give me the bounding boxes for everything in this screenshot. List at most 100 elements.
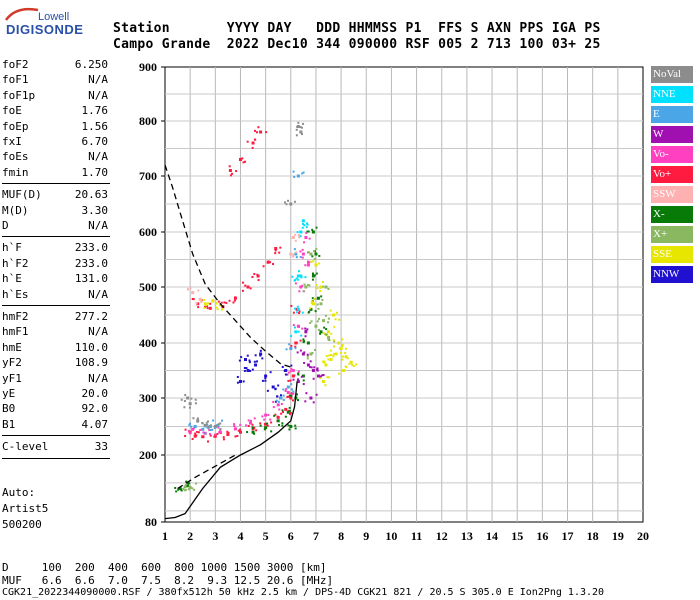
echo-point-e [193,425,197,428]
echo-point-nnw [240,380,243,383]
echo-point-nne [290,335,293,338]
echo-point-nne [291,275,294,278]
echo-point-e [282,394,285,397]
echo-point-e [290,383,293,386]
echo-point-vo- [241,157,244,160]
echo-point-vo- [297,325,300,328]
echo-point-vo- [253,426,256,429]
echo-point-vo- [270,421,273,424]
echo-point-x- [319,302,323,306]
echo-point-nne [304,276,307,279]
echo-point-nnw [253,360,256,363]
echo-point-x- [316,297,319,300]
x-tick-label: 18 [587,529,599,543]
legend-item-sse: SSE [651,246,693,263]
echo-point-x- [193,488,196,491]
echo-point-sse [341,343,344,346]
parameter-value: 3.30 [81,203,109,217]
echo-point-x- [321,319,325,323]
echo-point-nnw [281,365,284,368]
echo-point-sse [338,318,341,321]
echo-point-vo- [218,430,222,434]
echo-point-vo- [289,412,292,415]
parameter-row: foE 1.76 [2,104,108,119]
parameter-row: B0 92.0 [2,402,108,417]
echo-point-vo- [298,312,301,315]
parameter-row: h`F2 233.0 [2,257,108,272]
echo-point-vo- [304,264,307,267]
parameter-row: foEs N/A [2,150,108,165]
echo-point-x- [315,272,318,275]
parameter-label: foF1 [2,73,29,87]
echo-point-x- [316,303,319,306]
legend-item-w: W [651,126,693,143]
echo-point-vo- [192,298,195,301]
echo-point-nne [296,231,299,234]
echo-point-vo- [289,396,293,400]
echo-point-e [275,399,278,402]
x-tick-label: 9 [363,529,369,543]
echo-point-nnw [254,363,258,367]
echo-point-ssw [200,300,203,303]
echo-point-nne [295,277,298,280]
echo-point-vo- [247,425,250,428]
echo-point-sse [345,347,348,350]
echo-point-noval [287,199,290,202]
echo-point-vo- [290,393,293,396]
legend-item-x-: X- [651,206,693,223]
echo-point-x- [281,409,284,412]
echo-point-x- [284,415,287,418]
echo-point-nne [303,224,306,227]
parameter-separator [2,236,110,238]
echo-point-ssw [189,287,192,290]
echo-point-e [301,172,304,175]
echo-point-vo- [233,425,236,428]
echo-point-sse [328,376,331,379]
echo-point-vo- [233,428,236,431]
echo-point-nnw [264,379,267,382]
echo-point-w [303,361,306,364]
echo-point-nnw [259,352,263,356]
echo-point-vo- [262,265,265,268]
echo-point-vo- [301,256,304,259]
echo-point-vo- [272,263,275,266]
echo-point-vo- [294,282,297,285]
echo-point-x- [188,482,191,485]
parameter-value: 1.70 [81,165,109,179]
echo-point-w [306,328,309,331]
echo-point-x- [315,226,318,229]
echo-point-nne [299,235,302,238]
parameter-label: D [2,219,9,232]
echo-point-vo- [242,281,245,284]
x-tick-label: 5 [263,529,269,543]
echo-point-x- [276,419,280,423]
legend-item-e: E [651,106,693,123]
echo-point-noval [194,402,197,405]
echo-point-w [311,369,315,372]
echo-point-e [190,425,193,428]
echo-point-sse [323,361,326,364]
y-tick-label: 200 [139,448,157,462]
echo-point-vo- [298,310,301,313]
x-tick-label: 14 [486,529,498,543]
echo-point-x- [309,308,312,311]
echo-point-vo- [192,427,195,430]
echo-point-vo- [286,391,290,394]
echo-point-x- [318,317,321,320]
echo-point-sse [355,363,358,366]
echo-point-e [211,428,214,431]
echo-point-x- [264,426,268,430]
echo-point-nnw [246,369,250,372]
echo-point-x- [179,488,182,491]
echo-point-sse [335,311,338,314]
echo-point-nnw [269,371,272,374]
echo-point-noval [205,421,208,424]
echo-point-vo- [287,395,290,398]
echo-point-nne [300,276,303,279]
echo-point-x- [183,485,187,489]
true-height-profile [164,381,298,520]
parameter-value: 277.2 [74,310,108,323]
echo-point-vo- [202,435,205,438]
echo-point-vo- [189,432,192,435]
parameter-row: yF2 108.9 [2,356,108,371]
